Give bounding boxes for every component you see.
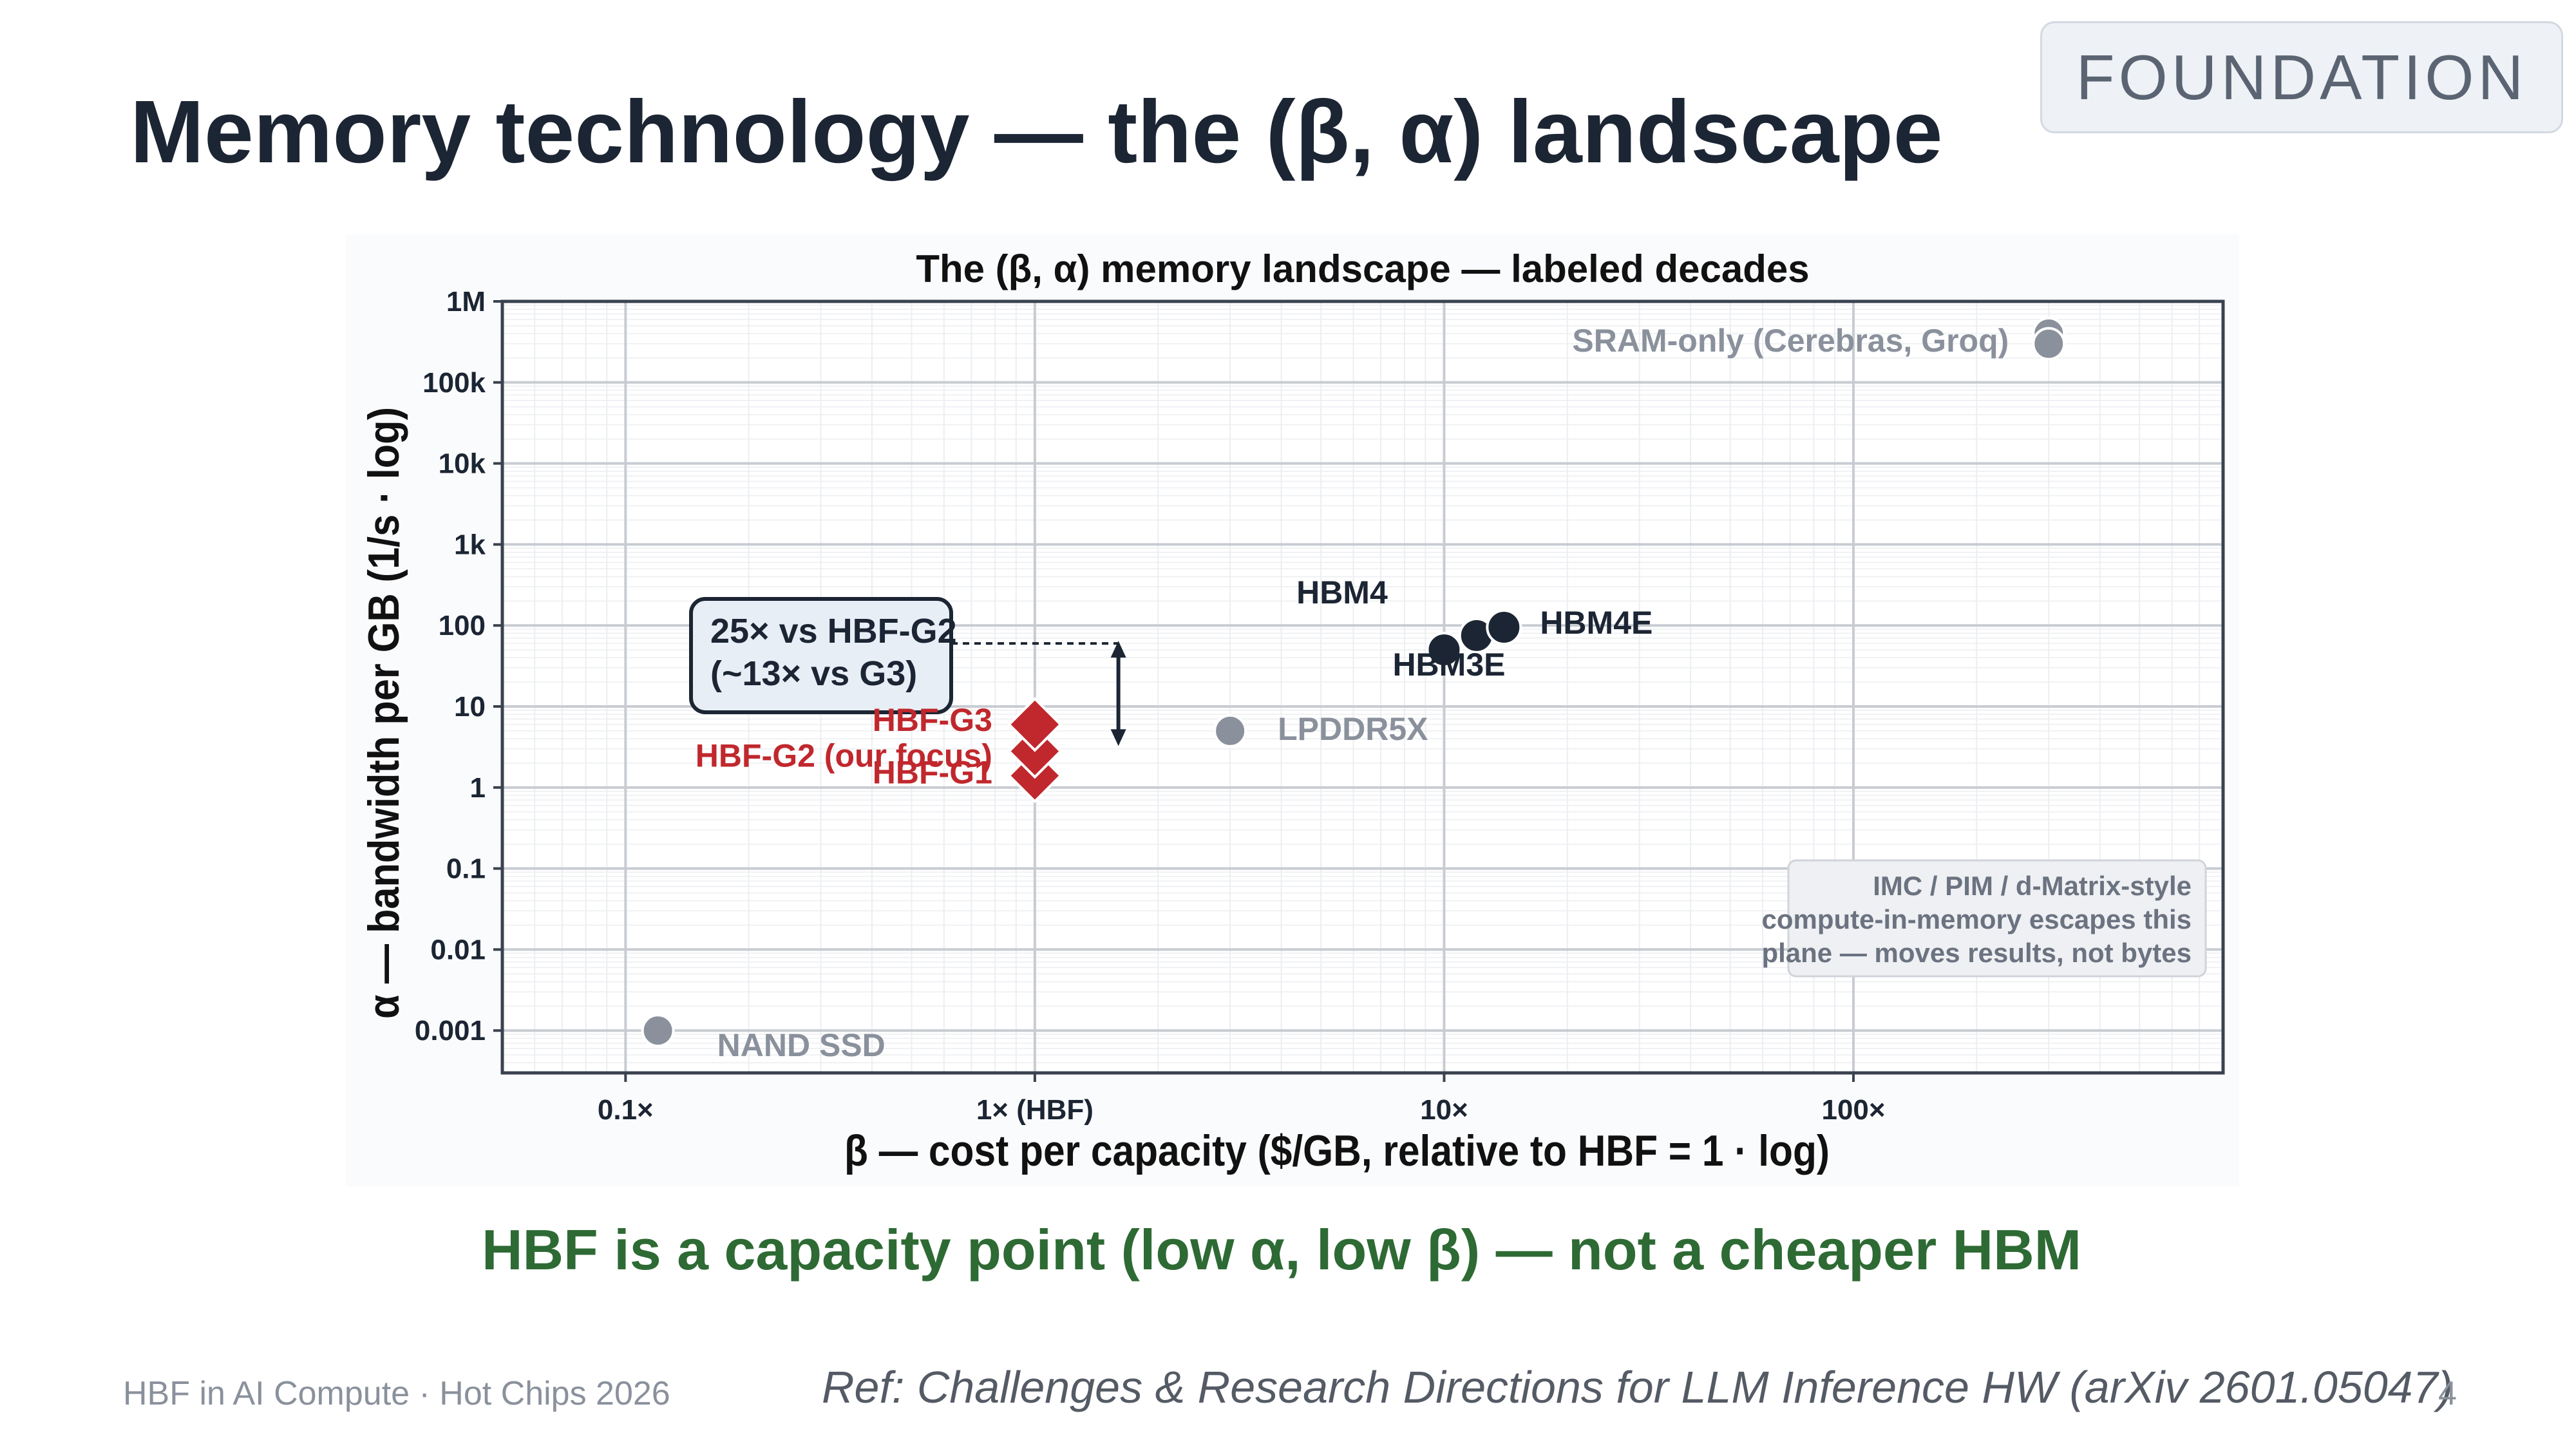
x-tick-label: 0.1× <box>598 1094 654 1126</box>
point-label: HBF-G2 (our focus) <box>696 738 992 774</box>
point-lpddr5x <box>1213 714 1247 748</box>
y-tick-label: 10 <box>454 691 486 723</box>
gap-arrow-head-up <box>1110 641 1126 658</box>
y-tick-label: 1k <box>454 529 486 560</box>
x-tick-label: 100× <box>1821 1094 1885 1126</box>
y-tick-label: 0.1 <box>446 853 486 885</box>
point-hbf-g3 <box>1007 697 1063 752</box>
note-box-line: compute-in-memory escapes this <box>1761 904 2192 934</box>
point-label: NAND SSD <box>717 1027 886 1063</box>
note-box <box>1787 859 2207 978</box>
points-layer <box>641 317 2066 1048</box>
y-tick-label: 1 <box>470 772 486 804</box>
landscape-chart: 0.1× 1× (HBF) 10× 100× 0.001 0.01 0.1 1 10 100 1k 1… <box>359 247 2225 1175</box>
x-tick-label: 1× (HBF) <box>976 1094 1094 1126</box>
plot-frame <box>500 299 2225 1075</box>
point-hbm3e <box>1426 632 1463 668</box>
section-badge: FOUNDATION <box>2040 21 2563 133</box>
point-sram-only-cerebras-groq <box>2032 327 2066 361</box>
takeaway-caption: HBF is a capacity point (low α, low β) —… <box>481 1218 2082 1282</box>
point-hbm4e <box>1486 609 1522 646</box>
note-box-line: IMC / PIM / d-Matrix-style <box>1873 871 2192 901</box>
point-label: HBF-G1 <box>873 754 992 790</box>
ticks-layer: 0.1× 1× (HBF) 10× 100× 0.001 0.01 0.1 1 10 100 1k 1… <box>415 286 1886 1126</box>
y-tick-label: 100 <box>439 610 486 641</box>
gap-box-line: 25× vs HBF-G2 <box>710 612 957 650</box>
point-label: HBM4E <box>1540 605 1653 641</box>
note-box-line: plane — moves results, not bytes <box>1761 938 2192 968</box>
point-label: HBF-G3 <box>873 702 992 738</box>
point-nand-ssd <box>641 1014 675 1048</box>
page-number: 4 <box>2438 1375 2457 1412</box>
annotation-layer: 25× vs HBF-G2 (~13× vs G3) IMC / PIM / d-M… <box>689 597 2207 978</box>
slide-title: Memory technology — the (β, α) landscape <box>130 82 1943 182</box>
point-label: LPDDR5X <box>1278 711 1428 747</box>
point-label: HBM4 <box>1296 574 1388 611</box>
y-tick-label: 0.01 <box>430 934 486 965</box>
point-label: SRAM-only (Cerebras, Groq) <box>1572 323 2009 359</box>
footer-event: HBF in AI Compute · Hot Chips 2026 <box>123 1375 670 1412</box>
y-tick-label: 1M <box>446 286 486 317</box>
y-tick-label: 10k <box>439 448 486 480</box>
y-tick-label: 100k <box>422 367 486 399</box>
footer-reference: Ref: Challenges & Research Directions fo… <box>822 1362 2453 1412</box>
gap-box-line: (~13× vs G3) <box>710 654 917 693</box>
x-axis-label: β — cost per capacity ($/GB, relative to… <box>844 1126 1830 1175</box>
chart-title: The (β, α) memory landscape — labeled de… <box>916 247 1809 290</box>
gap-arrow-head-down <box>1110 729 1126 746</box>
chart-panel: 0.1× 1× (HBF) 10× 100× 0.001 0.01 0.1 1 10 100 1k 1… <box>346 234 2239 1186</box>
y-axis-label: α — bandwidth per GB (1/s · log) <box>359 407 408 1019</box>
point-label: HBM3E <box>1392 647 1505 683</box>
gap-box <box>689 597 953 714</box>
y-tick-label: 0.001 <box>415 1015 486 1046</box>
x-tick-label: 10× <box>1420 1094 1468 1126</box>
